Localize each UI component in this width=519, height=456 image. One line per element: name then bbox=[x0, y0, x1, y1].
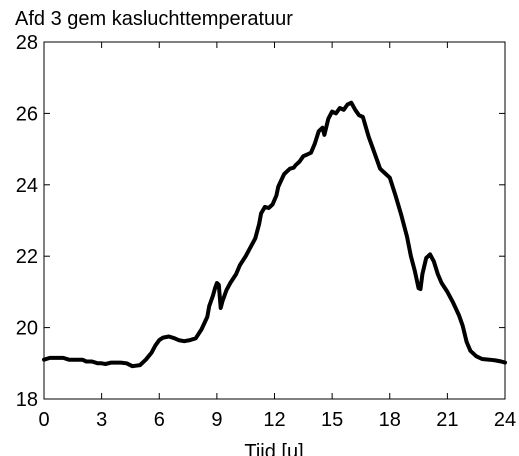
y-tick-label: 18 bbox=[16, 389, 38, 411]
x-tick-label: 0 bbox=[38, 409, 49, 431]
plot-frame bbox=[43, 41, 506, 400]
x-tick-label: 6 bbox=[154, 409, 165, 431]
chart-title: Afd 3 gem kasluchttemperatuur bbox=[15, 8, 293, 30]
x-tick-label: 12 bbox=[263, 409, 285, 431]
x-tick-label: 3 bbox=[96, 409, 107, 431]
series-line bbox=[42, 100, 507, 369]
y-tick-label: 24 bbox=[16, 175, 38, 197]
y-tick-label: 20 bbox=[16, 318, 38, 340]
y-tick-label: 28 bbox=[16, 32, 38, 54]
x-tick-label: 18 bbox=[379, 409, 401, 431]
x-tick-label: 15 bbox=[321, 409, 343, 431]
x-tick-label: 21 bbox=[436, 409, 458, 431]
x-axis-label: Tijd [u] bbox=[244, 441, 303, 456]
x-tick-label: 24 bbox=[494, 409, 516, 431]
y-tick-label: 26 bbox=[16, 103, 38, 125]
x-tick-label: 9 bbox=[211, 409, 222, 431]
y-tick-label: 22 bbox=[16, 246, 38, 268]
plot-layer: 0 3 6 9 12 15 18 21 24 18 20 22 24 26 28 bbox=[16, 32, 516, 431]
